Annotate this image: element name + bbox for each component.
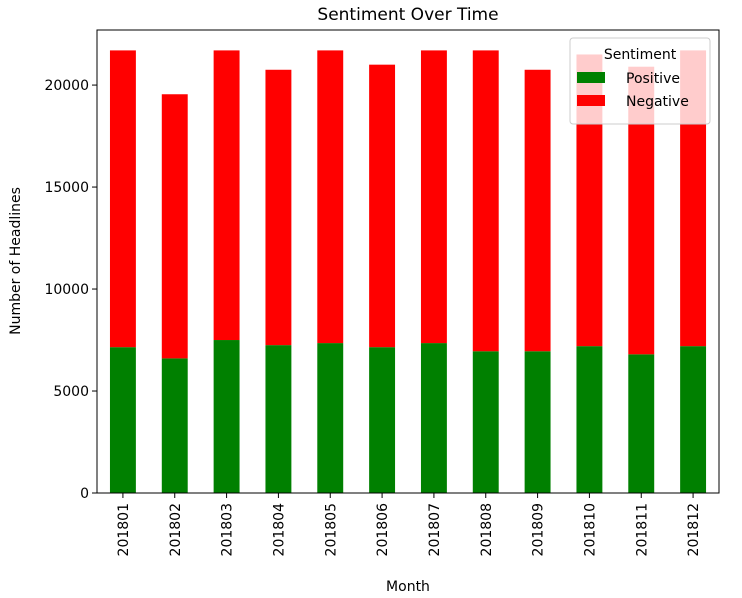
legend-title: Sentiment	[604, 47, 677, 63]
x-axis: 201801 201802 201803 201804 201805 201806 2018…	[116, 493, 702, 556]
bar-positive-201809	[524, 351, 551, 493]
x-tick-label: 201812	[686, 503, 702, 556]
bar-positive-201802	[161, 358, 188, 493]
x-tick-label: 201811	[634, 503, 650, 556]
bar-positive-201805	[317, 343, 344, 493]
bar-positive-201812	[680, 346, 707, 493]
x-tick-label: 201805	[323, 503, 339, 556]
x-tick-label: 201802	[168, 503, 184, 556]
x-tick-label: 201808	[479, 503, 495, 556]
legend[interactable]: Sentiment Positive Negative	[569, 37, 711, 125]
bar-negative-201803	[213, 50, 240, 341]
bar-positive-201803	[213, 340, 240, 493]
x-tick-label: 201801	[116, 503, 132, 556]
y-tick-label: 10000	[44, 282, 89, 298]
y-tick-label: 20000	[44, 78, 89, 94]
bar-negative-201806	[369, 64, 396, 348]
legend-swatch-positive	[577, 72, 605, 83]
y-axis: 0 5000 10000 15000 20000	[44, 78, 97, 502]
legend-swatch-negative	[577, 95, 605, 106]
bar-positive-201808	[472, 351, 499, 493]
bar-negative-201809	[524, 69, 551, 352]
y-axis-label: Number of Headlines	[8, 187, 24, 335]
x-tick-label: 201803	[220, 503, 236, 556]
legend-label-negative: Negative	[626, 94, 689, 110]
bar-positive-201806	[369, 347, 396, 493]
x-tick-label: 201810	[582, 503, 598, 556]
x-tick-label: 201807	[427, 503, 443, 556]
bar-negative-201802	[161, 94, 188, 359]
bar-positive-201811	[628, 354, 655, 493]
y-tick-label: 5000	[53, 384, 89, 400]
bar-negative-201801	[109, 50, 136, 348]
bar-negative-201808	[472, 50, 499, 352]
bar-negative-201807	[420, 50, 447, 344]
bar-positive-201810	[576, 346, 603, 493]
bar-positive-201801	[109, 347, 136, 493]
x-tick-label: 201804	[271, 503, 287, 557]
x-tick-label: 201809	[531, 503, 547, 556]
chart-title: Sentiment Over Time	[317, 5, 498, 25]
bar-negative-201804	[265, 69, 292, 346]
x-tick-label: 201806	[375, 503, 391, 557]
bar-positive-201807	[420, 343, 447, 493]
x-axis-label: Month	[386, 579, 430, 595]
legend-label-positive: Positive	[626, 71, 680, 87]
y-tick-label: 0	[80, 486, 89, 502]
plot-area	[96, 29, 720, 494]
y-tick-label: 15000	[44, 180, 89, 196]
bar-positive-201804	[265, 345, 292, 493]
bar-negative-201805	[317, 50, 344, 344]
